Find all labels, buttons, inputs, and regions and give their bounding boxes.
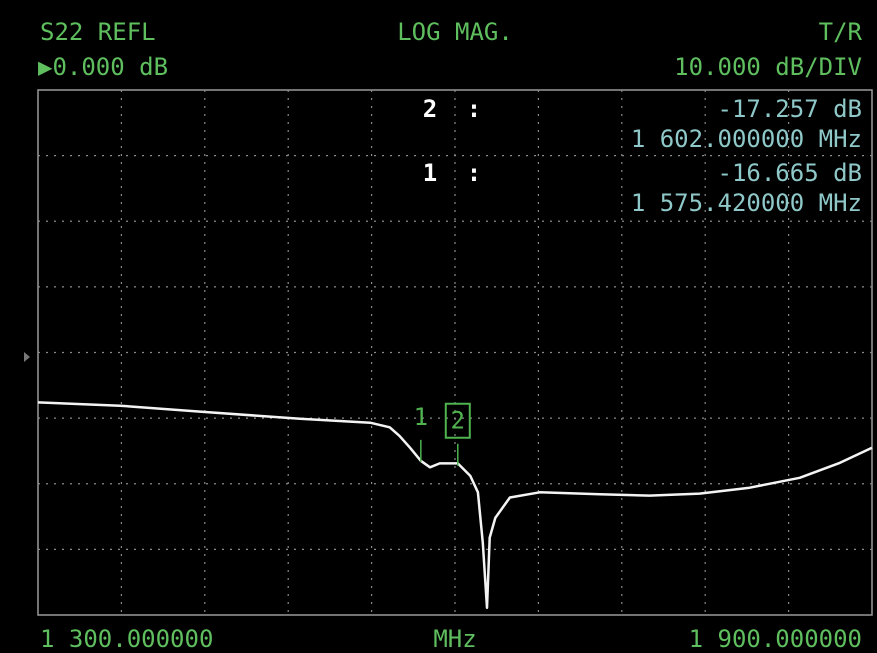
x-tick-label: 1 300.000000 — [40, 625, 213, 653]
marker-label: 1 — [423, 159, 437, 187]
marker-frequency: 1 602.000000 MHz — [631, 125, 862, 153]
parameter: S22 REFL — [40, 18, 156, 46]
x-label: MHz — [433, 625, 476, 653]
grid — [38, 90, 872, 615]
marker-flag: 1 — [414, 403, 428, 431]
mode: T/R — [819, 18, 863, 46]
marker-sep: : — [467, 159, 481, 187]
marker-value: -17.257 dB — [718, 95, 863, 123]
marker-label: 2 — [423, 95, 437, 123]
x-tick-label: 1 900.000000 — [689, 625, 862, 653]
title: LOG MAG. — [397, 18, 513, 46]
trace — [37, 401, 873, 610]
marker-frequency: 1 575.420000 MHz — [631, 189, 862, 217]
scale: 10.000 dB/DIV — [674, 53, 862, 81]
marker-sep: : — [467, 95, 481, 123]
marker-box — [444, 402, 471, 439]
marker-value: -16.665 dB — [718, 159, 863, 187]
reference-pointer — [24, 352, 30, 362]
reference: ▶0.000 dB — [38, 53, 168, 81]
marker-flag: 2 — [451, 407, 465, 435]
